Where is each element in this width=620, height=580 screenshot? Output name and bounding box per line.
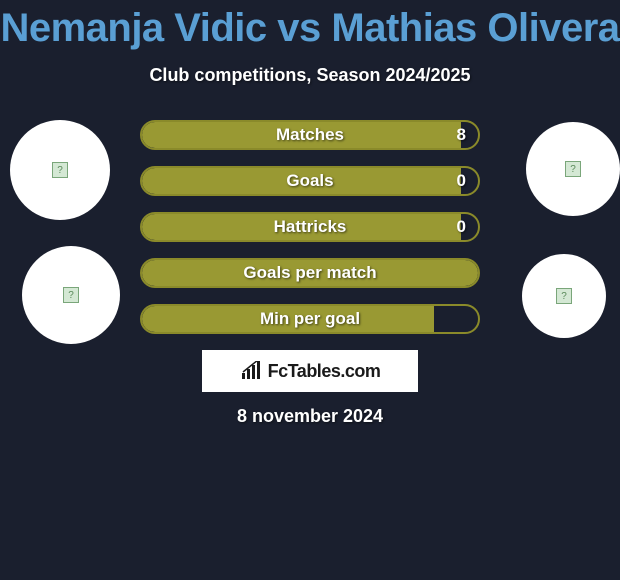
placeholder-icon: ? [52, 162, 68, 178]
stat-label: Goals [142, 168, 478, 194]
stat-row-hattricks: Hattricks 0 [140, 212, 480, 242]
stat-bars: Matches 8 Goals 0 Hattricks 0 Goals per … [140, 120, 480, 350]
stat-label: Goals per match [142, 260, 478, 286]
placeholder-icon: ? [63, 287, 79, 303]
page-title: Nemanja Vidic vs Mathias Olivera [0, 0, 620, 51]
subtitle: Club competitions, Season 2024/2025 [0, 65, 620, 86]
stat-row-goals: Goals 0 [140, 166, 480, 196]
brand-watermark: FcTables.com [202, 350, 418, 392]
stat-row-matches: Matches 8 [140, 120, 480, 150]
player-photo-right-2: ? [522, 254, 606, 338]
player-photo-right-1: ? [526, 122, 620, 216]
stat-label: Min per goal [142, 306, 478, 332]
chart-icon [240, 361, 264, 381]
stat-value: 0 [457, 168, 466, 194]
stat-label: Matches [142, 122, 478, 148]
player-photo-left-1: ? [10, 120, 110, 220]
placeholder-icon: ? [556, 288, 572, 304]
stat-row-min-per-goal: Min per goal [140, 304, 480, 334]
stat-row-goals-per-match: Goals per match [140, 258, 480, 288]
stat-value: 8 [457, 122, 466, 148]
brand-label: FcTables.com [268, 361, 381, 382]
stat-value: 0 [457, 214, 466, 240]
stat-label: Hattricks [142, 214, 478, 240]
placeholder-icon: ? [565, 161, 581, 177]
date-label: 8 november 2024 [0, 406, 620, 427]
player-photo-left-2: ? [22, 246, 120, 344]
